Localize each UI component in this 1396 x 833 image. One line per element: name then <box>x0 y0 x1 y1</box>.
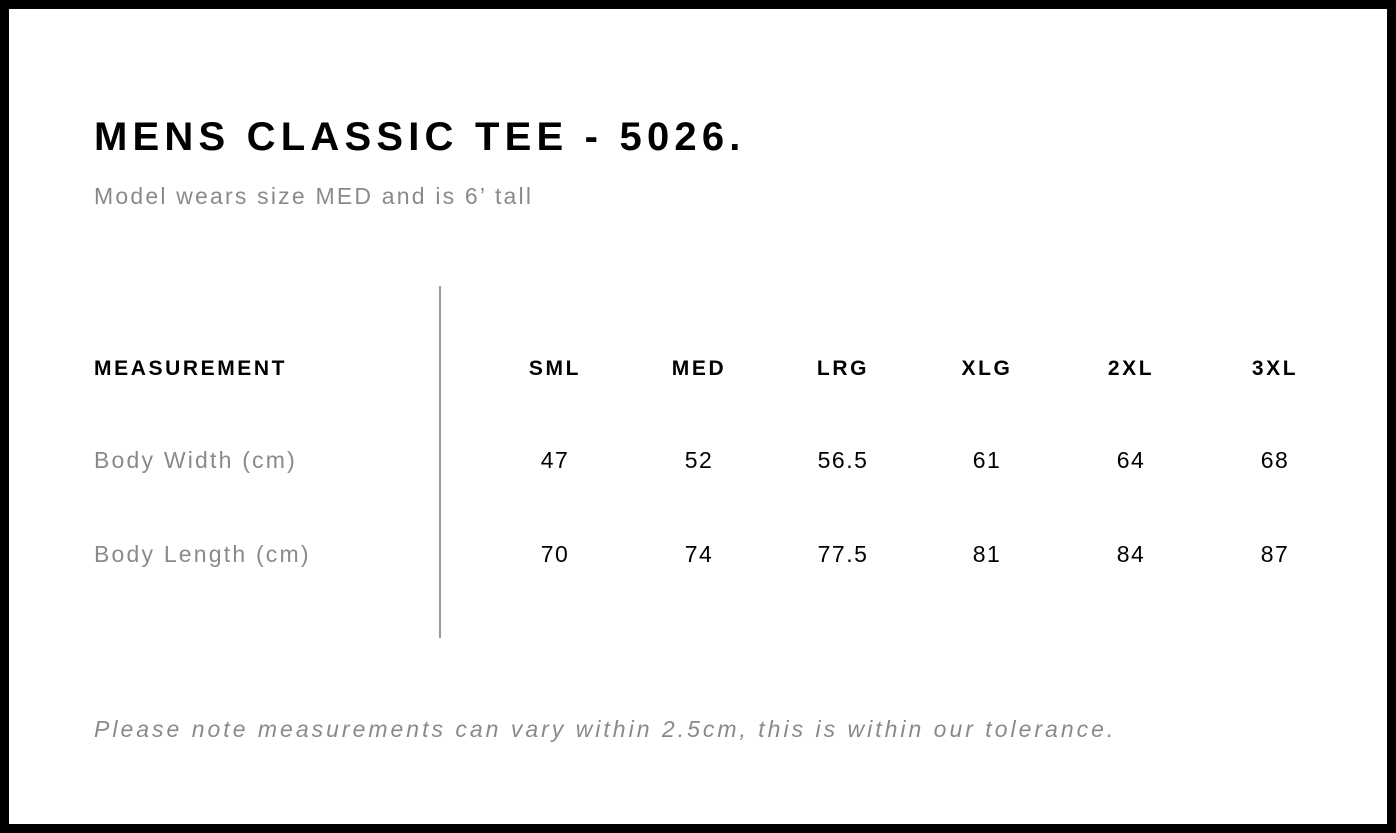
table-cell: 47 <box>540 447 570 473</box>
table-cell: 77.5 <box>817 541 869 567</box>
table-cell: 87 <box>1260 541 1290 567</box>
size-header-lrg: LRG <box>816 357 870 380</box>
size-header-3xl: 3XL <box>1251 357 1299 380</box>
measurement-header: MEASUREMENT <box>94 357 288 380</box>
table-cell: 56.5 <box>817 447 869 473</box>
tolerance-note: Please note measurements can vary within… <box>94 716 1117 742</box>
table-cell: 70 <box>540 541 570 567</box>
size-header-med: MED <box>671 357 727 380</box>
subtitle: Model wears size MED and is 6’ tall <box>94 183 534 209</box>
table-cell: 61 <box>972 447 1002 473</box>
row-label-body-width: Body Width (cm) <box>94 447 297 473</box>
page-title: MENS CLASSIC TEE - 5026. <box>94 115 746 159</box>
row-label-body-length: Body Length (cm) <box>94 541 311 567</box>
column-divider <box>439 286 441 638</box>
table-cell: 52 <box>684 447 714 473</box>
table-cell: 68 <box>1260 447 1290 473</box>
table-cell: 64 <box>1116 447 1146 473</box>
size-header-sml: SML <box>528 357 582 380</box>
table-cell: 81 <box>972 541 1002 567</box>
size-chart-card: MENS CLASSIC TEE - 5026. Model wears siz… <box>9 9 1387 824</box>
size-header-2xl: 2XL <box>1107 357 1155 380</box>
table-cell: 84 <box>1116 541 1146 567</box>
size-header-xlg: XLG <box>961 357 1013 380</box>
table-cell: 74 <box>684 541 714 567</box>
